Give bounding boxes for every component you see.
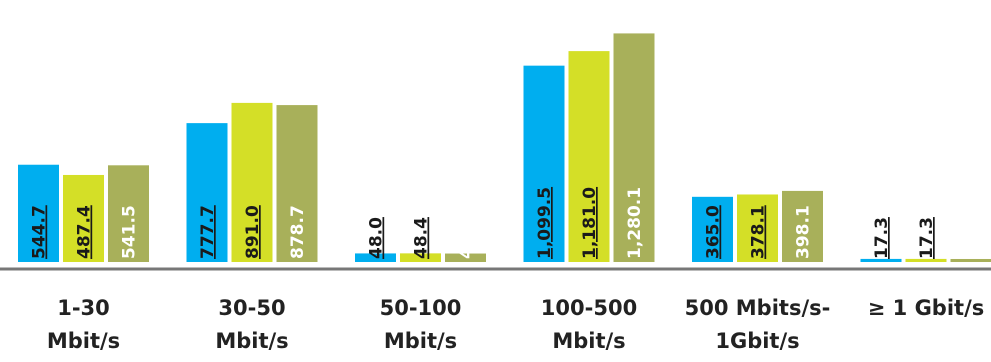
bar — [737, 194, 778, 262]
bar — [108, 165, 149, 262]
category-label: 1-30 — [57, 296, 110, 320]
category-label: Mbit/s — [552, 329, 625, 353]
bar — [950, 258, 991, 262]
bar — [523, 65, 565, 263]
bar — [63, 174, 104, 262]
bar — [692, 196, 733, 262]
bar-value-label: 16.9 — [962, 217, 982, 259]
bar — [613, 33, 655, 263]
bar-value-label: 891.0 — [243, 205, 263, 259]
bar-value-label: 1,099.5 — [535, 187, 555, 259]
bar-value-label: 777.7 — [198, 205, 218, 259]
bar — [445, 253, 486, 262]
bar — [355, 253, 396, 262]
category-label: ≥ 1 Gbit/s — [868, 296, 985, 320]
bar — [276, 105, 318, 262]
bar-value-label: 17.3 — [872, 217, 892, 259]
bar-value-label: 1,181.0 — [580, 187, 600, 259]
bar-value-label: 1,280.1 — [625, 187, 645, 259]
bar — [186, 123, 228, 262]
category-label: 1Gbit/s — [715, 329, 799, 353]
category-label: Mbit/s — [47, 329, 120, 353]
bar-value-label: 47.4 — [457, 217, 477, 259]
category-label: Mbit/s — [215, 329, 288, 353]
category-label: 500 Mbits/s- — [685, 296, 831, 320]
bar-value-label: 48.4 — [412, 217, 432, 259]
bar-value-label: 487.4 — [75, 205, 95, 259]
bar — [905, 258, 947, 262]
bar — [860, 258, 902, 262]
bar — [18, 164, 59, 262]
bar-value-label: 365.0 — [704, 205, 724, 259]
bar-value-label: 48.0 — [367, 217, 387, 259]
category-label: Mbit/s — [384, 329, 457, 353]
bar-value-label: 398.1 — [794, 205, 814, 259]
bar-value-label: 378.1 — [749, 205, 769, 259]
bar — [568, 51, 610, 262]
bar — [400, 253, 441, 262]
category-label: 30-50 — [218, 296, 285, 320]
category-label: 50-100 — [380, 296, 462, 320]
bar — [782, 190, 823, 262]
bar — [231, 102, 273, 263]
bar-value-label: 878.7 — [288, 205, 308, 259]
category-label: 100-500 — [541, 296, 637, 320]
bar-value-label: 544.7 — [30, 205, 50, 259]
bar-value-label: 541.5 — [120, 205, 140, 259]
bar-value-label: 17.3 — [917, 217, 937, 259]
